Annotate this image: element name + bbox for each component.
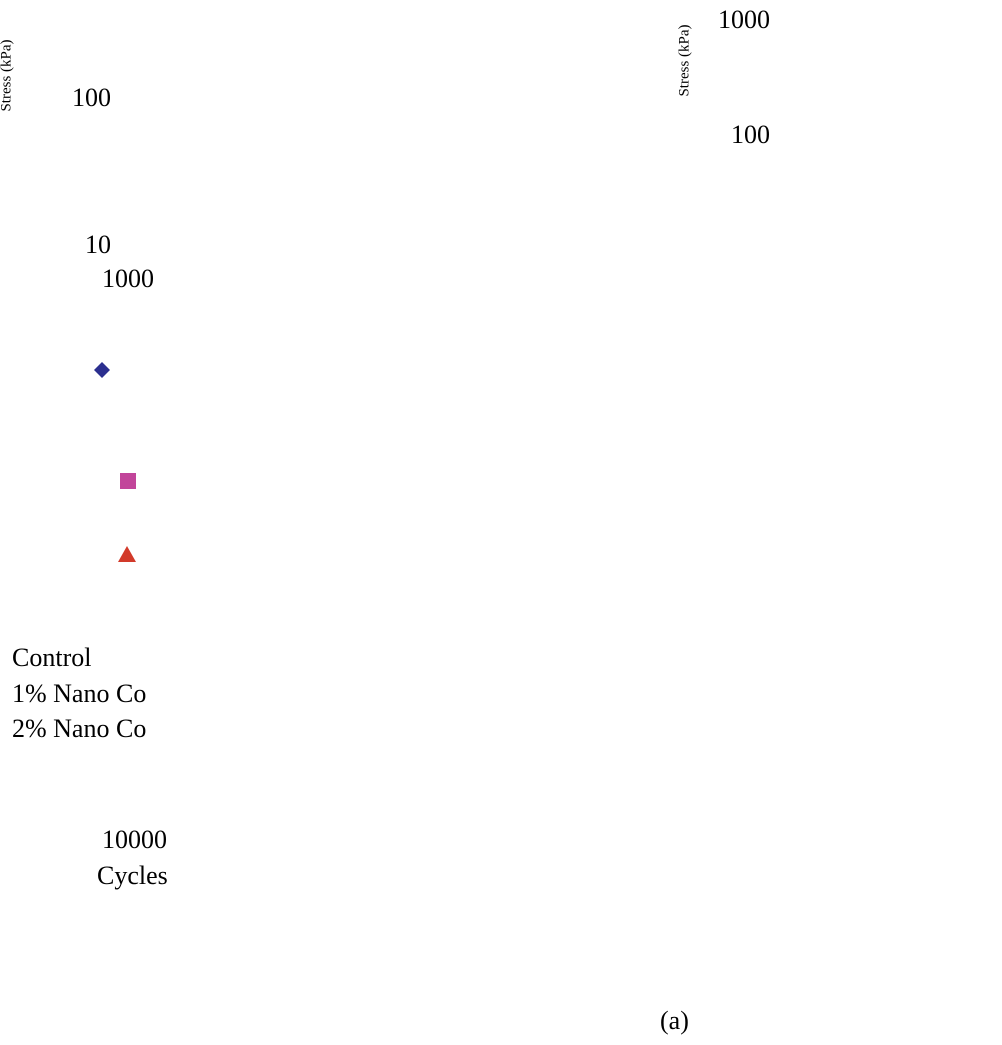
legend-marker-2pct-triangle — [118, 546, 136, 562]
legend-entry-2pct-nano-co: 2% Nano Co — [12, 714, 147, 743]
y-tick-label-1000-right: 1000 — [718, 5, 770, 34]
x-tick-label-1000: 1000 — [102, 264, 154, 293]
legend-marker-1pct-square — [120, 473, 136, 489]
legend-entry-control: Control — [12, 643, 92, 672]
y-tick-label-100-left: 100 — [72, 83, 111, 112]
y-axis-label-right: Stress (kPa) — [676, 24, 693, 97]
panel-label: (a) — [660, 1006, 689, 1035]
y-tick-label-10-left: 10 — [85, 230, 111, 259]
legend-entry-1pct-nano-co: 1% Nano Co — [12, 679, 147, 708]
x-tick-label-10000: 10000 — [102, 825, 167, 854]
legend-marker-control-diamond — [94, 362, 110, 378]
x-axis-label: Cycles — [97, 861, 168, 890]
y-tick-label-100-right: 100 — [731, 120, 770, 149]
